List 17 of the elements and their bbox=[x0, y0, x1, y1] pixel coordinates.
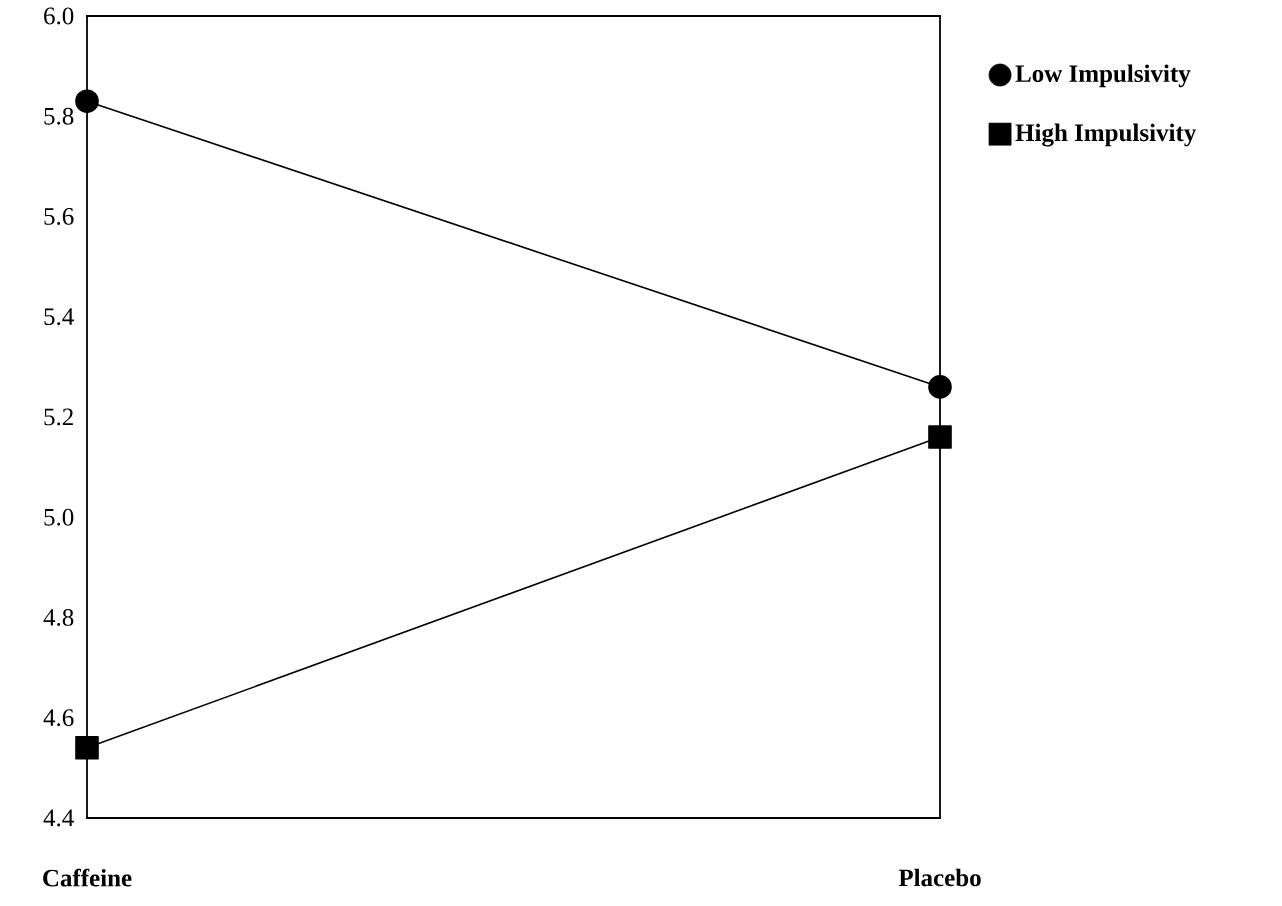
y-tick-label: 5.8 bbox=[44, 107, 74, 125]
y-tick-label: 5.6 bbox=[44, 208, 74, 225]
y-tick-label: 5.0 bbox=[44, 508, 74, 526]
x-tick-label: Caffeine bbox=[43, 868, 132, 887]
y-tick-label: 5.4 bbox=[44, 308, 74, 326]
point bbox=[75, 89, 99, 114]
legend-label: Low Impulsivity bbox=[1015, 64, 1191, 88]
point bbox=[928, 375, 952, 399]
y-tick-label: 5.2 bbox=[44, 408, 73, 426]
y-tick-label: 6.0 bbox=[44, 7, 74, 25]
legend-label: High Impulsivity bbox=[1015, 123, 1197, 147]
point bbox=[75, 736, 99, 760]
y-tick-label: 4.8 bbox=[43, 609, 74, 626]
point bbox=[928, 425, 952, 449]
y-tick-label: 4.6 bbox=[43, 709, 74, 727]
x-tick-label: Placebo bbox=[898, 868, 981, 887]
y-tick-label: 4.4 bbox=[43, 809, 74, 827]
